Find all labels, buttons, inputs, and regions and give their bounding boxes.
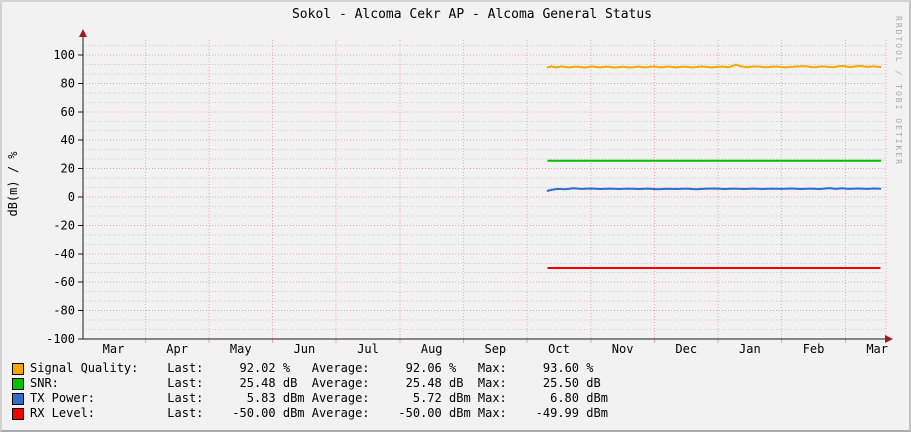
- y-tick-label: -60: [53, 275, 75, 289]
- legend-average-label: Average:: [311, 406, 370, 420]
- legend-average-value: 25.48: [405, 376, 442, 390]
- legend-last-unit: %: [275, 361, 291, 375]
- y-tick-label: -20: [53, 218, 75, 232]
- x-tick-label: Jun: [294, 342, 316, 356]
- legend-row-snr: SNR: Last: 25.48 dB Average: 25.48 dB Max: 25.…: [12, 376, 902, 391]
- x-tick-label: Mar: [103, 342, 125, 356]
- x-tick-label: Sep: [484, 342, 506, 356]
- legend-average-value: 5.72: [412, 391, 442, 405]
- legend-max-value: 6.80: [550, 391, 580, 405]
- legend-row-signal-quality: Signal Quality: Last: 92.02 % Average: 92.06…: [12, 361, 902, 376]
- legend-label-snr: SNR:: [30, 376, 59, 390]
- graph-title: Sokol - Alcoma Cekr AP - Alcoma General …: [291, 7, 653, 22]
- legend-max-unit: %: [579, 361, 594, 375]
- legend-max-value: 93.60: [542, 361, 580, 375]
- x-tick-label: Feb: [803, 342, 825, 356]
- y-axis-arrow: [79, 29, 87, 37]
- legend-last-unit: dBm: [275, 406, 305, 420]
- x-tick-label: May: [230, 342, 252, 356]
- legend-last-value: 5.83: [246, 391, 276, 405]
- rrdtool-watermark: RRDTOOL / TOBI OETIKER: [894, 16, 903, 166]
- legend-max-unit: dBm: [579, 406, 608, 420]
- y-tick-label: 60: [61, 105, 75, 119]
- legend-last-label: Last:: [167, 361, 204, 375]
- legend-last-value: 25.48: [239, 376, 276, 390]
- legend-swatch-rx-level: [12, 407, 24, 420]
- legend-max-value: 25.50: [542, 376, 580, 390]
- series-tx-power-line: [546, 187, 882, 192]
- y-tick-label: -100: [46, 332, 75, 346]
- y-tick-label: -40: [53, 247, 75, 261]
- x-tick-label: Dec: [675, 342, 697, 356]
- legend-average-unit: %: [441, 361, 457, 375]
- x-tick-label: Oct: [548, 342, 570, 356]
- legend-average-label: Average:: [311, 361, 370, 375]
- legend-average-value: 92.06: [405, 361, 442, 375]
- legend-swatch-signal-quality: [12, 362, 24, 375]
- y-tick-label: 40: [61, 133, 75, 147]
- legend-average-label: Average:: [311, 376, 370, 390]
- legend-average-label: Average:: [311, 391, 370, 405]
- legend-last-value: 92.02: [239, 361, 276, 375]
- legend-swatch-snr: [12, 377, 24, 390]
- legend-label-tx-power: TX Power:: [30, 391, 96, 405]
- legend-max-value: -49.99: [535, 406, 580, 420]
- legend-row-tx-power: TX Power: Last: 5.83 dBm Average: 5.72 dBm Ma…: [12, 391, 902, 406]
- legend-last-unit: dB: [275, 376, 298, 390]
- x-tick-label: Aug: [421, 342, 443, 356]
- legend-max-label: Max:: [477, 391, 507, 405]
- legend-average-unit: dBm: [441, 391, 471, 405]
- legend: Signal Quality: Last: 92.02 % Average: 92.06…: [12, 361, 902, 421]
- legend-last-value: -50.00: [232, 406, 276, 420]
- legend-max-label: Max:: [477, 376, 507, 390]
- x-tick-label: Mar: [866, 342, 888, 356]
- x-axis-arrow: [885, 335, 893, 343]
- legend-label-rx-level: RX Level:: [30, 406, 96, 420]
- legend-average-unit: dBm: [441, 406, 471, 420]
- chart-svg: 100 80 60 40 20 0 -20 -40 -60 -80 -100 Mar Apr May Jun…: [46, 29, 893, 356]
- y-tick-label: -80: [53, 304, 75, 318]
- legend-last-label: Last:: [167, 376, 204, 390]
- series-signal-quality-line: [546, 63, 882, 69]
- legend-swatch-tx-power: [12, 392, 24, 405]
- legend-max-unit: dBm: [579, 391, 608, 405]
- legend-last-unit: dBm: [275, 391, 305, 405]
- y-tick-label: 80: [61, 76, 75, 90]
- legend-max-label: Max:: [477, 361, 507, 375]
- legend-row-rx-level: RX Level: Last: -50.00 dBm Average: -50.00 d…: [12, 406, 902, 421]
- legend-max-unit: dB: [579, 376, 601, 390]
- x-tick-label: Jul: [357, 342, 379, 356]
- y-tick-label: 100: [53, 48, 75, 62]
- legend-last-label: Last:: [167, 391, 204, 405]
- legend-label-signal-quality: Signal Quality:: [30, 361, 139, 375]
- y-tick-label: 0: [68, 190, 75, 204]
- legend-average-value: -50.00: [398, 406, 442, 420]
- x-tick-label: Nov: [612, 342, 634, 356]
- x-tick-label: Jan: [739, 342, 761, 356]
- x-tick-label: Apr: [166, 342, 188, 356]
- legend-average-unit: dB: [441, 376, 464, 390]
- legend-last-label: Last:: [167, 406, 204, 420]
- legend-max-label: Max:: [477, 406, 507, 420]
- y-tick-label: 20: [61, 162, 75, 176]
